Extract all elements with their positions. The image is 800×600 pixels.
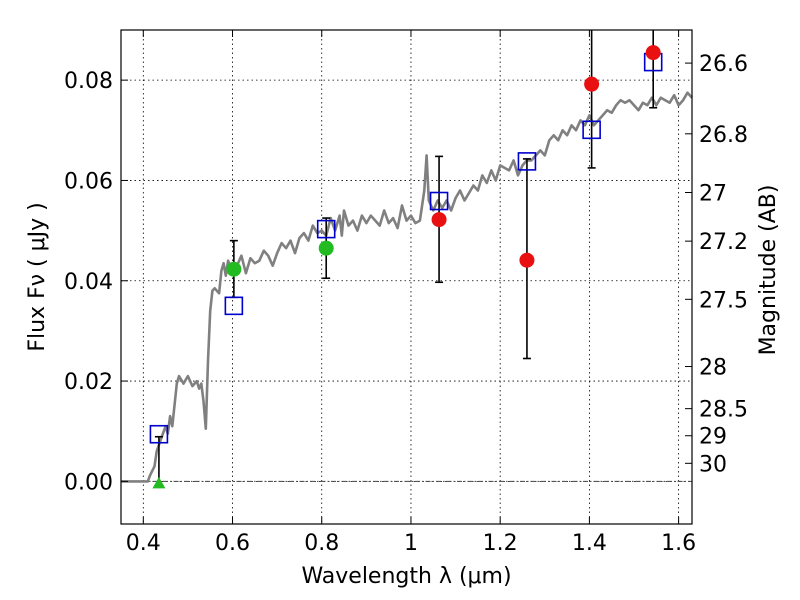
right-y-tick-label: 27.2 xyxy=(699,230,748,255)
y-axis-label: Flux Fν ( μJy ) xyxy=(25,202,50,351)
data-markers xyxy=(149,45,663,489)
model-photometry-square xyxy=(517,152,537,171)
red-data-point xyxy=(584,76,600,92)
x-tick-label: 0.8 xyxy=(304,531,339,556)
model-photometry-square xyxy=(429,191,449,211)
x-tick-label: 1.2 xyxy=(483,531,518,556)
grid xyxy=(121,30,692,524)
green-data-point xyxy=(226,261,242,277)
plot-frame xyxy=(120,29,693,525)
x-tick-label: 1.4 xyxy=(572,531,607,556)
right-y-axis-label: Magnitude (AB) xyxy=(756,185,781,356)
y-tick-label: 0.06 xyxy=(64,169,113,194)
model-photometry-square xyxy=(224,296,244,316)
right-y-tick-label: 28 xyxy=(699,356,727,381)
right-y-tick-label: 26.6 xyxy=(699,52,748,77)
x-tick-label: 0.6 xyxy=(215,531,250,556)
spectrum-curve-layer xyxy=(121,91,693,483)
green-data-point xyxy=(318,240,334,256)
x-tick-label: 1 xyxy=(404,531,418,556)
right-y-tick-label: 27.5 xyxy=(699,288,748,313)
red-data-point xyxy=(431,212,447,228)
x-tick-label: 0.4 xyxy=(126,531,161,556)
tick-labels: 0.4 0.6 0.8 1 1.2 1.4 1.6 0.00 0.02 0.04 0.06 0.08 2… xyxy=(64,52,748,556)
right-y-tick-label: 28.5 xyxy=(699,398,748,423)
model-spectrum-line xyxy=(121,91,693,483)
y-tick-label: 0.02 xyxy=(64,370,113,395)
red-data-point xyxy=(519,252,535,268)
y-tick-label: 0.04 xyxy=(64,270,113,295)
y-tick-label: 0.00 xyxy=(64,470,113,495)
error-bars xyxy=(154,30,658,483)
y-tick-label: 0.08 xyxy=(64,69,113,94)
x-tick-label: 1.6 xyxy=(661,531,696,556)
axis-ticks xyxy=(121,30,692,524)
model-photometry-square xyxy=(582,120,601,140)
model-photometry-square xyxy=(149,424,169,444)
x-axis-label: Wavelength λ (μm) xyxy=(301,564,511,589)
model-photometry-square xyxy=(316,219,336,239)
right-y-tick-label: 29 xyxy=(699,425,727,450)
right-y-tick-label: 27 xyxy=(699,181,727,206)
right-y-tick-label: 26.8 xyxy=(699,123,748,148)
red-data-point xyxy=(645,45,661,61)
upper-limit-triangle xyxy=(152,476,166,489)
right-y-tick-label: 30 xyxy=(699,452,727,477)
